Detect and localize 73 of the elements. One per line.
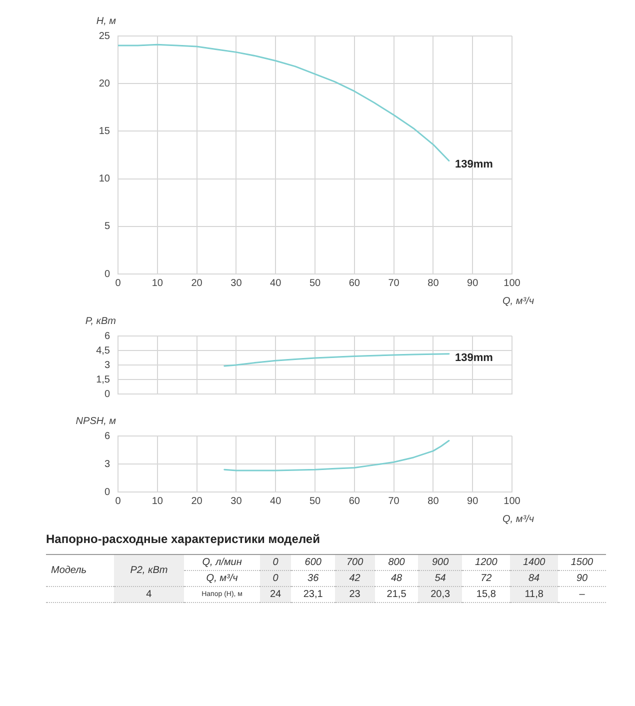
text: 800 bbox=[374, 554, 418, 570]
y-tick-label: 4,5 bbox=[96, 345, 110, 356]
text: 900 bbox=[418, 554, 462, 570]
text: 1500 bbox=[558, 554, 606, 570]
y-tick-label: 6 bbox=[104, 430, 110, 442]
text: Напорно-расходные характеристики моделей bbox=[46, 532, 321, 546]
x-tick-label: 70 bbox=[388, 496, 400, 507]
x-tick-label: 90 bbox=[467, 278, 479, 289]
text: 0 bbox=[260, 570, 292, 586]
x-axis-title: Q, м³/ч bbox=[502, 296, 534, 307]
text: 90 bbox=[558, 570, 606, 586]
y-tick-label: 0 bbox=[104, 388, 110, 400]
text: 24 bbox=[260, 586, 292, 602]
y-tick-label: 1,5 bbox=[96, 374, 110, 386]
x-tick-label: 80 bbox=[428, 278, 440, 289]
x-tick-label: 90 bbox=[467, 496, 479, 507]
x-tick-label: 50 bbox=[309, 278, 321, 289]
text: 0 bbox=[260, 554, 292, 570]
x-tick-label: 10 bbox=[152, 496, 164, 507]
y-tick-label: 6 bbox=[104, 330, 110, 342]
x-tick-label: 100 bbox=[504, 278, 521, 289]
text: – bbox=[558, 586, 606, 602]
x-tick-label: 60 bbox=[348, 278, 360, 289]
text: 20,3 bbox=[418, 586, 462, 602]
text: 42 bbox=[335, 570, 375, 586]
x-tick-label: 30 bbox=[230, 278, 242, 289]
y-tick-label: 3 bbox=[104, 360, 110, 371]
x-tick-label: 0 bbox=[115, 278, 122, 289]
text: Q, л/мин bbox=[184, 554, 260, 570]
y-tick-label: 0 bbox=[104, 268, 110, 280]
x-tick-label: 40 bbox=[270, 278, 282, 289]
text: 4 bbox=[114, 586, 184, 602]
x-tick-label: 0 bbox=[115, 496, 122, 507]
text: 23,1 bbox=[291, 586, 335, 602]
text: 600 bbox=[291, 554, 335, 570]
text: 700 bbox=[335, 554, 375, 570]
annotation: 139mm bbox=[454, 352, 494, 364]
x-tick-label: 70 bbox=[388, 278, 400, 289]
x-tick-label: 20 bbox=[191, 496, 203, 507]
x-tick-label: 100 bbox=[504, 496, 521, 507]
text: Модель bbox=[46, 554, 114, 586]
y-axis-title: NPSH, м bbox=[76, 416, 116, 427]
text: 1400 bbox=[510, 554, 558, 570]
x-tick-label: 30 bbox=[230, 496, 242, 507]
text: 72 bbox=[462, 570, 510, 586]
x-tick-label: 20 bbox=[191, 278, 203, 289]
x-tick-label: 50 bbox=[309, 496, 321, 507]
y-axis-title: H, м bbox=[96, 16, 116, 27]
text: 48 bbox=[374, 570, 418, 586]
text: Q, м³/ч bbox=[184, 570, 260, 586]
y-tick-label: 10 bbox=[98, 174, 110, 185]
text: 11,8 bbox=[510, 586, 558, 602]
x-tick-label: 80 bbox=[428, 496, 440, 507]
x-axis-title: Q, м³/ч bbox=[502, 514, 534, 525]
x-tick-label: 60 bbox=[348, 496, 360, 507]
y-tick-label: 3 bbox=[104, 458, 110, 470]
text: 84 bbox=[510, 570, 558, 586]
text: 15,8 bbox=[462, 586, 510, 602]
x-tick-label: 40 bbox=[270, 496, 282, 507]
text: 36 bbox=[291, 570, 335, 586]
text: 21,5 bbox=[374, 586, 418, 602]
text: 23 bbox=[335, 586, 375, 602]
annotation: 139mm bbox=[454, 158, 494, 171]
y-tick-label: 15 bbox=[98, 126, 110, 137]
text: 1200 bbox=[462, 554, 510, 570]
y-tick-label: 0 bbox=[104, 486, 110, 498]
y-tick-label: 5 bbox=[104, 221, 110, 232]
text: 54 bbox=[418, 570, 462, 586]
y-tick-label: 25 bbox=[98, 30, 110, 42]
text: P2, кВт bbox=[114, 554, 184, 586]
y-axis-title: P, кВт bbox=[85, 316, 116, 327]
y-tick-label: 20 bbox=[98, 78, 110, 90]
x-tick-label: 10 bbox=[152, 278, 164, 289]
